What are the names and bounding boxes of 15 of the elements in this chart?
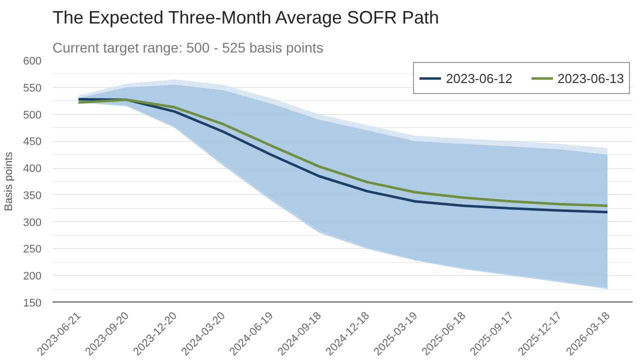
y-tick-label: 500 xyxy=(23,109,42,122)
chart-subtitle: Current target range: 500 - 525 basis points xyxy=(52,40,324,56)
y-tick-label: 150 xyxy=(23,298,42,310)
y-tick-label: 350 xyxy=(23,190,42,202)
y-tick-label: 600 xyxy=(23,56,42,68)
y-tick-label: 400 xyxy=(23,163,42,176)
y-axis-title: Basis points xyxy=(3,151,16,212)
y-tick-label: 200 xyxy=(23,270,42,283)
y-tick-label: 450 xyxy=(23,136,42,148)
y-tick-label: 300 xyxy=(23,216,42,229)
chart-title: The Expected Three-Month Average SOFR Path xyxy=(52,8,440,28)
legend-label: 2023-06-13 xyxy=(558,70,624,86)
y-tick-label: 550 xyxy=(23,82,42,94)
legend-label: 2023-06-12 xyxy=(446,70,512,86)
y-tick-label: 250 xyxy=(23,244,42,256)
